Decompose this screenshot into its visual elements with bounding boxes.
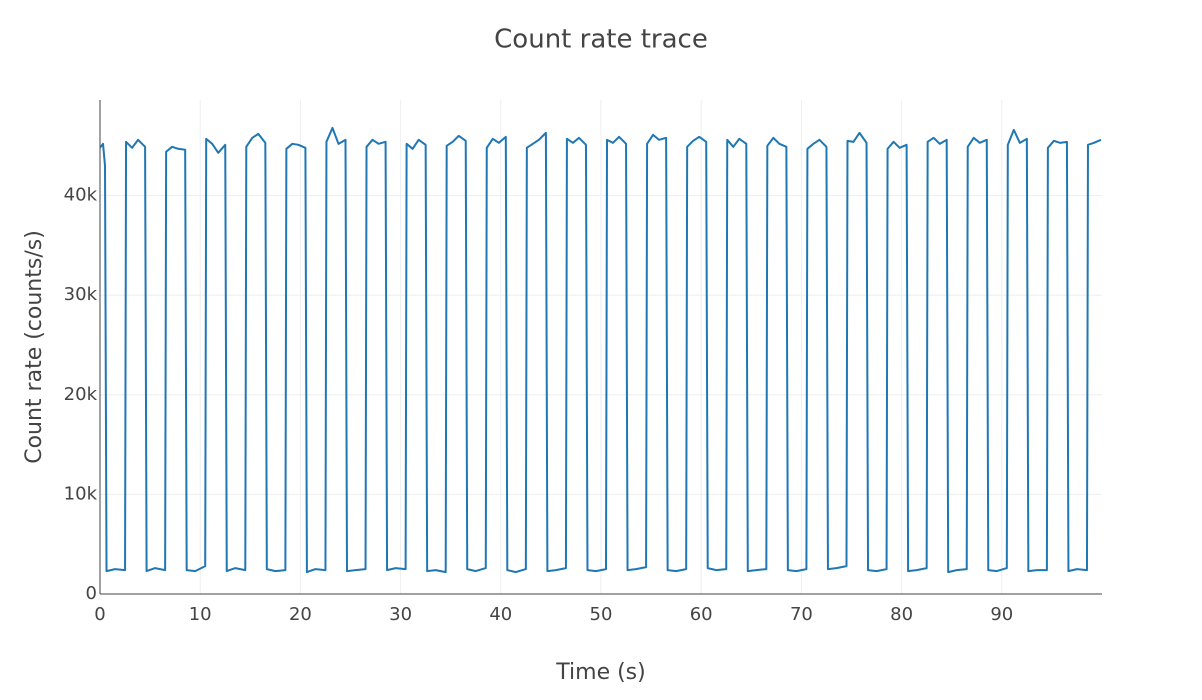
y-axis-label: Count rate (counts/s)	[22, 230, 47, 464]
x-tick-label: 20	[289, 604, 312, 625]
chart-title: Count rate trace	[494, 25, 708, 55]
x-tick-label: 30	[389, 604, 412, 625]
line-series	[99, 126, 1102, 574]
x-tick-label: 0	[94, 604, 105, 625]
y-tick-label: 20k	[64, 384, 98, 405]
y-tick-label: 0	[86, 583, 97, 604]
x-tick-label: 50	[590, 604, 613, 625]
x-axis-label: Time (s)	[555, 660, 645, 685]
y-tick-label: 30k	[64, 284, 98, 305]
x-tick-label: 90	[990, 604, 1013, 625]
y-tick-label: 40k	[64, 185, 98, 206]
x-tick-label: 40	[489, 604, 512, 625]
y-tick-label: 10k	[64, 483, 98, 504]
x-tick-label: 70	[790, 604, 813, 625]
x-tick-label: 80	[890, 604, 913, 625]
x-tick-label: 10	[189, 604, 212, 625]
x-tick-label: 60	[690, 604, 713, 625]
